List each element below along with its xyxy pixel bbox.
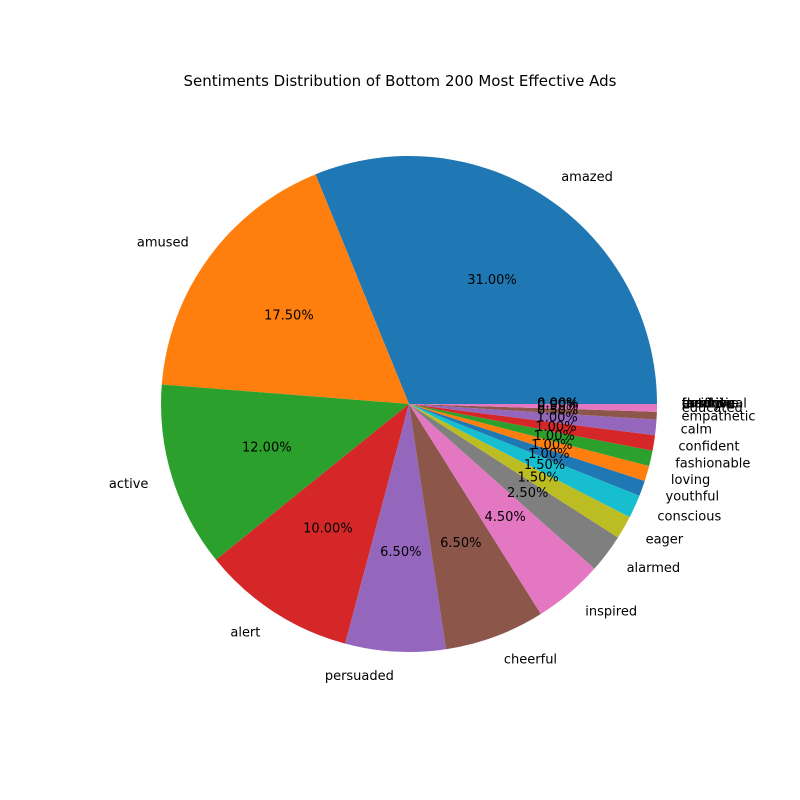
percent-label-loving: 1.00% — [531, 438, 572, 453]
percent-label-alert: 10.00% — [303, 521, 353, 536]
category-label-loving: loving — [671, 473, 710, 488]
pie-slice-persuaded — [345, 404, 447, 653]
category-label-confident: confident — [678, 439, 739, 454]
category-label-empathetic: empathetic — [682, 409, 756, 424]
pie-slice-amazed — [315, 155, 657, 404]
category-label-inspired: inspired — [585, 605, 637, 620]
category-label-youthful: youthful — [666, 489, 720, 504]
pie-slice-confident — [409, 404, 656, 451]
pie-slice-empathetic — [409, 404, 657, 420]
pie-slice-inspired — [409, 404, 595, 615]
pie-slice-alert — [215, 404, 409, 644]
category-label-fearful: fearful — [682, 397, 724, 412]
percent-label-amused: 17.50% — [264, 309, 314, 324]
percent-label-youthful: 1.00% — [528, 447, 569, 462]
category-label-calm: calm — [681, 422, 712, 437]
category-label-amazed: amazed — [561, 170, 613, 185]
percent-label-cheerful: 6.50% — [440, 536, 481, 551]
category-label-emotional: emotional — [682, 397, 747, 412]
percent-label-fashionable: 1.00% — [534, 429, 575, 444]
category-label-educated: educated — [682, 401, 743, 416]
pie-slice-active — [160, 384, 409, 560]
percent-label-conscious: 1.50% — [524, 458, 565, 473]
category-label-alarmed: alarmed — [627, 561, 681, 576]
category-label-fashionable: fashionable — [675, 456, 750, 471]
category-label-conscious: conscious — [657, 509, 721, 524]
category-label-active: active — [109, 477, 149, 492]
percent-label-thrifty: 0.00% — [537, 397, 578, 412]
pie-labels: amazed 31.00% amused 17.50% active 12.00% aler… — [109, 170, 756, 684]
pie-slice-eager — [409, 404, 630, 538]
percent-label-inspired: 4.50% — [484, 510, 525, 525]
category-label-feminine: feminine — [682, 397, 739, 412]
percent-label-eager: 1.50% — [517, 471, 558, 486]
category-label-cheerful: cheerful — [504, 652, 557, 667]
percent-label-persuaded: 6.50% — [380, 545, 421, 560]
percent-label-calm: 1.00% — [536, 411, 577, 426]
percent-label-emotional: 0.00% — [537, 397, 578, 412]
chart-title: Sentiments Distribution of Bottom 200 Mo… — [183, 72, 617, 90]
percent-label-amazed: 31.00% — [467, 273, 517, 288]
pie-slice-loving — [409, 404, 650, 482]
pie-slices — [160, 155, 658, 653]
pie-slice-cheerful — [409, 404, 541, 650]
percent-label-creative: 0.00% — [537, 397, 578, 412]
pie-slice-conscious — [409, 404, 640, 518]
pie-slice-calm — [409, 404, 657, 436]
pie-slice-fashionable — [409, 404, 653, 466]
pie-slice-youthful — [409, 404, 645, 496]
percent-label-active: 12.00% — [242, 441, 292, 456]
category-label-creative: creative — [682, 397, 735, 412]
percent-label-fun: 0.00% — [537, 397, 578, 412]
pie-slice-alarmed — [409, 404, 619, 569]
percent-label-empathetic: 0.50% — [537, 404, 578, 419]
category-label-eager: eager — [646, 532, 684, 547]
category-label-fun: fun — [682, 397, 703, 412]
percent-label-confident: 1.00% — [535, 420, 576, 435]
percent-label-alarmed: 2.50% — [507, 486, 548, 501]
category-label-thrifty: thrifty — [682, 397, 722, 412]
category-label-patriotic: patriotic — [682, 397, 736, 412]
category-label-alert: alert — [230, 625, 260, 640]
percent-label-fearful: 0.00% — [537, 397, 578, 412]
percent-label-feminine: 0.00% — [537, 397, 578, 412]
percent-label-patriotic: 0.00% — [537, 397, 578, 412]
category-label-persuaded: persuaded — [325, 669, 394, 684]
percent-label-educated: 0.50% — [537, 399, 578, 414]
pie-slice-amused — [161, 174, 409, 404]
category-label-amused: amused — [137, 236, 189, 251]
pie-slice-educated — [409, 404, 658, 412]
